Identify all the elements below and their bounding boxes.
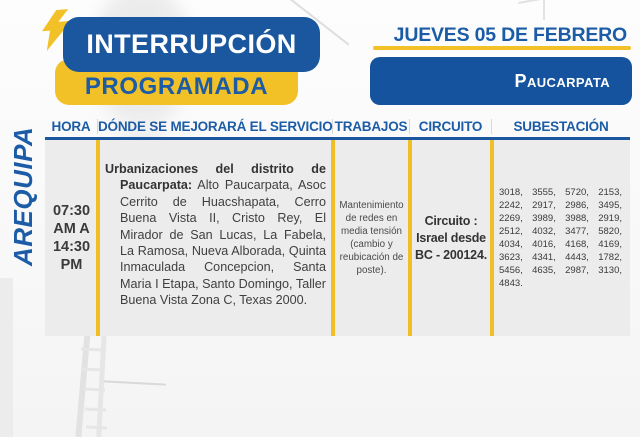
cell-donde: Urbanizaciones del distrito de Paucarpat… xyxy=(98,140,333,336)
background-ladder-rail xyxy=(96,330,107,437)
lightning-bolt-icon xyxy=(42,8,72,51)
background-left-strip xyxy=(0,278,13,437)
header-rule xyxy=(45,137,630,140)
region-label: AREQUIPA xyxy=(8,126,38,266)
background-ladder-rung xyxy=(83,387,106,392)
column-header-hora: HORA xyxy=(45,118,98,134)
column-header-donde: DÓNDE SE MEJORARÁ EL SERVICIO xyxy=(98,118,333,134)
column-divider xyxy=(96,140,100,336)
areas-text-lead: Urbanizaciones del distrito de Paucarpat… xyxy=(105,162,326,193)
column-header-subestacion: SUBESTACIÓN xyxy=(513,118,609,134)
table-row: 07:30 AM A 14:30 PM Urbanizaciones del d… xyxy=(45,140,630,336)
background-crossarm-line xyxy=(103,380,167,386)
cell-hora: 07:30 AM A 14:30 PM xyxy=(45,140,98,336)
cell-subestacion: 3018, 3555, 5720, 2153, 2242, 2917, 2986… xyxy=(492,140,630,336)
areas-text-list: Alto Paucarpata, Asoc Cerrito de Huacsha… xyxy=(120,178,326,308)
programada-title: PROGRAMADA xyxy=(84,73,269,100)
background-ladder-rung xyxy=(84,407,107,412)
interrupcion-title: INTERRUPCIÓN xyxy=(86,29,297,59)
areas-text: Urbanizaciones del distrito de Paucarpat… xyxy=(98,140,333,309)
trabajos-text: Mantenimiento de redes en media tensión … xyxy=(339,200,404,276)
subestacion-numbers: 3018, 3555, 5720, 2153, 2242, 2917, 2986… xyxy=(499,187,622,289)
district-label: Paucarpata xyxy=(514,70,610,91)
circuito-text: Circuito : Israel desde BC - 200124. xyxy=(415,213,487,262)
background-wire-line xyxy=(518,0,635,4)
column-divider xyxy=(490,140,494,336)
background-wire-line xyxy=(543,0,545,20)
background-ladder-rung xyxy=(85,425,108,430)
interrupcion-banner: INTERRUPCIÓN xyxy=(63,17,320,72)
column-divider xyxy=(408,140,412,336)
column-divider xyxy=(331,140,335,336)
column-header-trabajos: TRABAJOS xyxy=(333,118,410,134)
cell-circuito: Circuito : Israel desde BC - 200124. xyxy=(410,140,492,336)
date-heading: JUEVES 05 DE FEBRERO xyxy=(393,24,628,46)
date-underline-decoration xyxy=(373,46,631,50)
hora-value: 07:30 AM A 14:30 PM xyxy=(52,203,91,273)
district-box: Paucarpata xyxy=(370,57,632,105)
column-header-circuito: CIRCUITO xyxy=(410,118,492,134)
table-header: HORA DÓNDE SE MEJORARÁ EL SERVICIO TRABA… xyxy=(45,115,630,137)
cell-trabajos: Mantenimiento de redes en media tensión … xyxy=(333,140,410,336)
